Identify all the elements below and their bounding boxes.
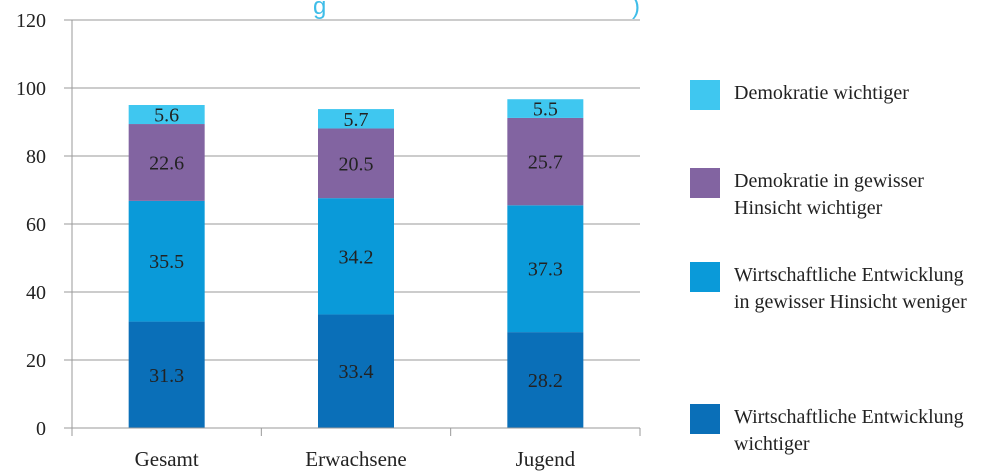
legend-label: Demokratie in gewisser Hinsicht wichtige… xyxy=(734,170,924,219)
bar-segment xyxy=(128,105,205,125)
data-label: 22.6 xyxy=(149,152,184,174)
y-tick-label: 60 xyxy=(26,214,46,236)
data-label: 35.5 xyxy=(149,251,184,273)
y-tick-label: 80 xyxy=(26,146,46,168)
legend-item: Wirtschaftliche Entwicklung wichtiger xyxy=(690,404,984,458)
y-tick-label: 40 xyxy=(26,282,46,304)
data-label: 20.5 xyxy=(339,153,374,175)
bar-segment xyxy=(507,117,584,206)
legend-swatch xyxy=(690,80,720,110)
bar-segment xyxy=(128,200,205,322)
bar-segment xyxy=(318,198,394,315)
data-label: 31.3 xyxy=(149,365,184,387)
stacked-bar-chart: g ) 31.3 35.5 22.6 5.6 33.4 34.2 20.5 5.7 28.2 37… xyxy=(16,0,641,471)
bar-segment xyxy=(507,332,584,428)
x-category-label: Erwachsene xyxy=(305,447,406,471)
bar-segment xyxy=(507,99,584,118)
y-tick-label: 20 xyxy=(26,350,46,372)
chart-title-fragment-end: ) xyxy=(632,0,640,20)
data-label: 5.6 xyxy=(154,105,179,127)
data-label: 25.7 xyxy=(528,152,563,174)
legend-swatch xyxy=(690,168,720,198)
bars: 31.3 35.5 22.6 5.6 33.4 34.2 20.5 5.7 28.2 37.3 25… xyxy=(128,99,584,428)
axes: 0 20 40 60 80 100 120 Gesamt Erwachsene Jugend xyxy=(16,10,641,471)
legend-label: Wirtschaftliche Entwicklung in gewisser … xyxy=(734,264,967,313)
bar-segment xyxy=(128,321,205,428)
y-tick-label: 0 xyxy=(36,418,46,440)
legend-label: Demokratie wichtiger xyxy=(734,82,909,104)
legend: Demokratie wichtiger Demokratie in gewiss… xyxy=(690,0,984,474)
legend-item: Demokratie wichtiger xyxy=(690,80,984,110)
bar-segment xyxy=(318,109,394,129)
bar-segment xyxy=(507,205,584,333)
legend-swatch xyxy=(690,262,720,292)
data-label: 5.5 xyxy=(533,99,558,121)
legend-item: Demokratie in gewisser Hinsicht wichtige… xyxy=(690,168,984,222)
chart-title-fragment-start: g xyxy=(313,0,326,20)
data-label: 37.3 xyxy=(528,259,563,281)
bar-segment xyxy=(318,128,394,199)
x-category-label: Gesamt xyxy=(135,447,199,471)
legend-label: Wirtschaftliche Entwicklung wichtiger xyxy=(734,406,964,455)
y-tick-label: 120 xyxy=(16,10,46,32)
data-label: 28.2 xyxy=(528,370,563,392)
x-category-label: Jugend xyxy=(516,447,576,471)
legend-swatch xyxy=(690,404,720,434)
data-label: 34.2 xyxy=(339,246,374,268)
data-label: 33.4 xyxy=(339,361,374,383)
data-label: 5.7 xyxy=(344,109,369,131)
bar-segment xyxy=(318,314,394,428)
bar-segment xyxy=(128,124,205,201)
y-tick-label: 100 xyxy=(16,78,46,100)
legend-item: Wirtschaftliche Entwicklung in gewisser … xyxy=(690,262,984,316)
